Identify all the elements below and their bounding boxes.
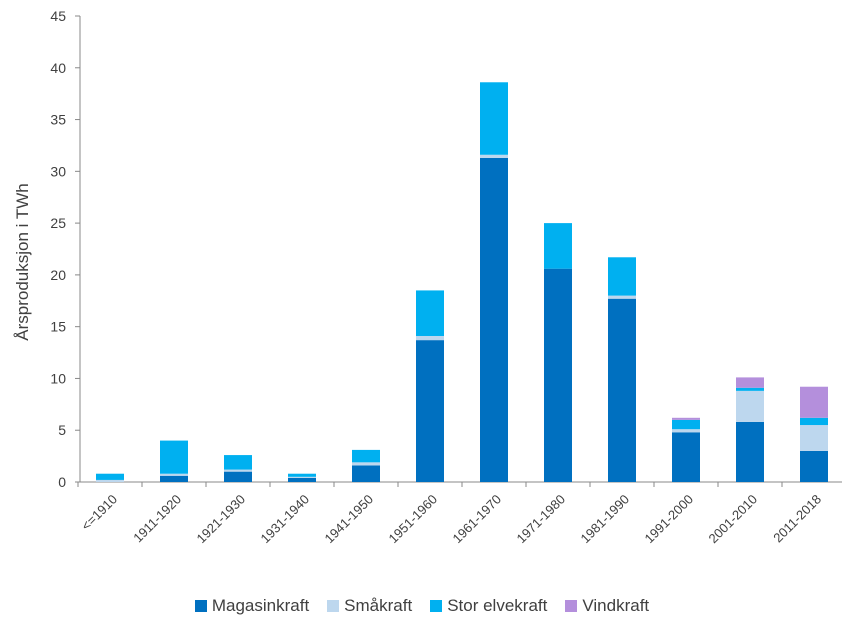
- legend-label: Magasinkraft: [211, 596, 310, 615]
- bar-sm-kraft: [288, 476, 316, 478]
- bar-sm-kraft: [352, 462, 380, 466]
- legend-swatch: [430, 600, 443, 612]
- y-tick-label: 25: [50, 215, 66, 231]
- bar-sm-kraft: [736, 390, 764, 422]
- bar-magasinkraft: [160, 475, 188, 482]
- y-tick-label: 20: [50, 267, 66, 283]
- x-category-label: 1991-2000: [642, 492, 697, 547]
- legend-item: Magasinkraft: [194, 596, 310, 616]
- x-category-label: 2011-2018: [770, 492, 824, 546]
- bar-stor-elvekraft: [224, 455, 252, 470]
- legend-swatch: [565, 600, 578, 612]
- bar-stor-elvekraft: [96, 473, 124, 480]
- legend-label: Småkraft: [344, 596, 413, 615]
- y-tick-label: 40: [50, 60, 66, 76]
- bar-stor-elvekraft: [160, 440, 188, 474]
- bar-stor-elvekraft: [800, 417, 828, 426]
- legend-swatch: [194, 600, 207, 612]
- bar-magasinkraft: [608, 298, 636, 482]
- x-category-label: 1951-1960: [386, 492, 441, 547]
- bar-magasinkraft: [416, 340, 444, 482]
- x-category-label: 1921-1930: [194, 492, 249, 547]
- legend-label: Stor elvekraft: [447, 596, 548, 615]
- x-category-label: <=1910: [78, 492, 120, 534]
- x-category-label: 1981-1990: [578, 492, 633, 547]
- x-category-label: 1941-1950: [322, 492, 377, 547]
- x-category-label: 1971-1980: [514, 492, 569, 547]
- bar-vindkraft: [672, 417, 700, 420]
- axes: [79, 16, 842, 483]
- x-category-label: 1961-1970: [450, 492, 505, 547]
- x-category-labels: <=1910 1911-1920 1921-1930 1931-1940 1941-19…: [78, 492, 824, 547]
- x-category-label: 1911-1920: [130, 492, 184, 546]
- y-axis-title-group: Årsproduksjon i TWh: [13, 183, 32, 340]
- legend-item: Stor elvekraft: [430, 596, 547, 616]
- bar-sm-kraft: [96, 479, 124, 482]
- legend-item: Småkraft: [327, 596, 412, 616]
- y-tick-label: 15: [50, 319, 66, 335]
- bar-magasinkraft: [352, 465, 380, 482]
- bar-stor-elvekraft: [544, 223, 572, 269]
- bar-magasinkraft: [288, 477, 316, 482]
- x-category-label: 1931-1940: [258, 492, 313, 547]
- y-tick-label: 0: [58, 474, 66, 490]
- bar-magasinkraft: [480, 157, 508, 483]
- legend: Magasinkraft Småkraft Stor elvekraft Vindkr…: [0, 596, 844, 616]
- bar-sm-kraft: [224, 469, 252, 472]
- y-tick-label: 30: [50, 163, 66, 179]
- y-tick-label: 10: [50, 370, 66, 386]
- bar-stor-elvekraft: [736, 387, 764, 391]
- bar-vindkraft: [736, 377, 764, 388]
- bar-magasinkraft: [224, 471, 252, 482]
- y-axis-title: Årsproduksjon i TWh: [13, 183, 32, 340]
- chart: Årsproduksjon i TWh 0 5 10 15 20 25 30 35 40 45 <…: [13, 8, 842, 547]
- bar-sm-kraft: [608, 295, 636, 299]
- bar-stor-elvekraft: [352, 449, 380, 463]
- bar-sm-kraft: [416, 335, 444, 341]
- bar-magasinkraft: [544, 268, 572, 482]
- bar-stor-elvekraft: [672, 419, 700, 430]
- legend-swatch: [327, 600, 340, 612]
- y-tick-label: 5: [58, 422, 66, 438]
- bar-vindkraft: [800, 386, 828, 418]
- bar-magasinkraft: [800, 450, 828, 482]
- bar-magasinkraft: [672, 432, 700, 482]
- y-tick-label: 35: [50, 112, 66, 128]
- bars: [96, 82, 828, 483]
- bar-sm-kraft: [480, 154, 508, 158]
- bar-stor-elvekraft: [288, 473, 316, 477]
- y-ticks: 0 5 10 15 20 25 30 35 40 45: [50, 8, 783, 490]
- bar-sm-kraft: [160, 473, 188, 476]
- legend-label: Vindkraft: [582, 596, 650, 615]
- bar-stor-elvekraft: [480, 82, 508, 155]
- bar-magasinkraft: [736, 421, 764, 482]
- bar-sm-kraft: [800, 425, 828, 451]
- x-category-label: 2001-2010: [706, 492, 761, 547]
- bar-sm-kraft: [672, 429, 700, 433]
- bar-stor-elvekraft: [416, 290, 444, 336]
- legend-item: Vindkraft: [565, 596, 649, 616]
- bar-stor-elvekraft: [608, 257, 636, 296]
- y-tick-label: 45: [50, 8, 66, 24]
